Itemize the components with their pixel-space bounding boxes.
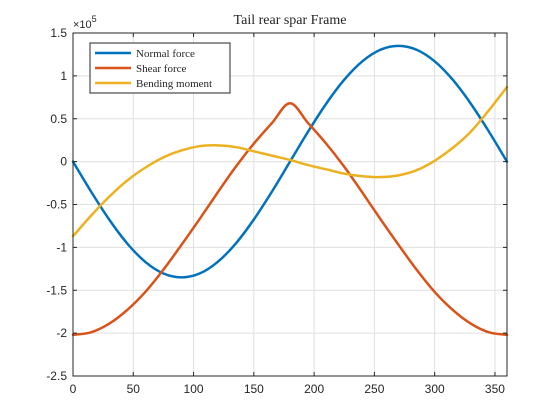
y-tick-label: -2.5 bbox=[46, 369, 67, 383]
series-line-shear-force bbox=[71, 102, 509, 337]
x-tick-label: 150 bbox=[244, 382, 264, 396]
y-tick-label: 0.5 bbox=[50, 112, 67, 126]
y-exponent-power: 5 bbox=[92, 14, 97, 24]
x-tick-label: 100 bbox=[184, 382, 204, 396]
y-axis-exponent: ×105 bbox=[73, 14, 97, 31]
y-tick-label: 1 bbox=[60, 69, 67, 83]
y-tick-label: -1 bbox=[56, 240, 67, 254]
y-tick-label: -1.5 bbox=[46, 283, 67, 297]
x-tick-label: 200 bbox=[304, 382, 324, 396]
y-tick-label: 0 bbox=[60, 155, 67, 169]
legend-label-shear-force: Shear force bbox=[136, 63, 187, 75]
y-tick-label: -0.5 bbox=[46, 198, 67, 212]
legend: Normal force Shear force Bending moment bbox=[89, 42, 231, 94]
x-tick-label: 50 bbox=[127, 382, 141, 396]
series-line-normal-force bbox=[71, 44, 509, 279]
x-tick-label: 300 bbox=[425, 382, 445, 396]
x-tick-label: 0 bbox=[70, 382, 77, 396]
x-tick-label: 350 bbox=[485, 382, 505, 396]
y-tick-label: 1.5 bbox=[50, 26, 67, 40]
legend-label-bending-moment: Bending moment bbox=[136, 78, 212, 90]
legend-label-normal-force: Normal force bbox=[136, 48, 195, 60]
y-tick-label: -2 bbox=[56, 326, 67, 340]
y-exponent-base: ×10 bbox=[73, 19, 92, 31]
legend-items: Normal force Shear force Bending moment bbox=[95, 48, 212, 90]
series-lines bbox=[71, 44, 509, 337]
series-line-bending-moment bbox=[71, 85, 509, 238]
chart-title: Tail rear spar Frame bbox=[234, 13, 347, 28]
ticks: 0 50 100 150 200 250 300 350 -2.5 -2 -1.5 -1 -0.5 0 0.… bbox=[46, 26, 507, 396]
x-tick-label: 250 bbox=[364, 382, 384, 396]
